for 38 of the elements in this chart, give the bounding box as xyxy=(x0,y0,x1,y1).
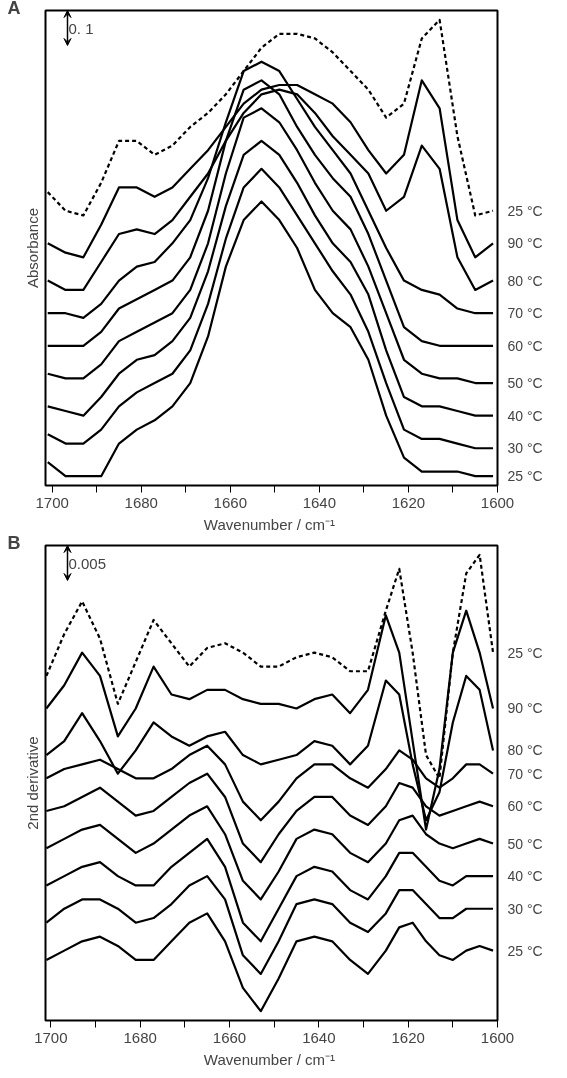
x-tick-label: 1700 xyxy=(35,493,69,511)
series-label: 70 °C xyxy=(507,305,543,322)
x-tick-label: 1640 xyxy=(302,493,337,511)
series-label: 50 °C xyxy=(507,375,543,392)
x-tick-label: 1660 xyxy=(213,493,247,511)
series-label: 90 °C xyxy=(507,700,543,717)
series-label: 50 °C xyxy=(507,835,543,852)
series-label: 60 °C xyxy=(507,798,543,815)
series-label: 30 °C xyxy=(507,440,543,457)
x-tick-label: 1640 xyxy=(302,1028,336,1046)
x-axis-title: Wavenumber / cm⁻¹ xyxy=(203,1050,335,1068)
x-tick-label: 1600 xyxy=(480,493,515,511)
x-tick-label: 1680 xyxy=(123,1028,157,1046)
annotation: 0. 1 xyxy=(68,20,94,37)
x-tick-label: 1700 xyxy=(34,1028,68,1046)
y-axis-title: 2nd derivative xyxy=(23,736,41,830)
series-label: 25 °C xyxy=(507,202,543,219)
x-axis-title: Wavenumber / cm⁻¹ xyxy=(203,515,335,533)
x-tick-label: 1620 xyxy=(391,493,426,511)
x-tick-label: 1620 xyxy=(391,1028,425,1046)
chart-title: B xyxy=(7,532,21,553)
chart-title: A xyxy=(7,0,21,18)
series-label: 80 °C xyxy=(507,742,543,759)
x-tick-label: 1660 xyxy=(212,1028,247,1046)
y-axis-title: Absorbance xyxy=(23,207,41,289)
series-label: 60 °C xyxy=(507,337,543,354)
series-label: 25 °C xyxy=(507,644,543,661)
series-label: 40 °C xyxy=(507,868,543,885)
series-label: 70 °C xyxy=(507,765,543,782)
series-label: 90 °C xyxy=(507,235,543,252)
series-label: 80 °C xyxy=(507,272,543,289)
annotation: 0.005 xyxy=(68,554,107,572)
series-label: 30 °C xyxy=(507,900,543,917)
series-label: 40 °C xyxy=(507,407,543,424)
x-tick-label: 1600 xyxy=(480,1028,515,1046)
series-label: 25 °C xyxy=(507,468,543,485)
series-label: 25 °C xyxy=(507,942,543,959)
x-tick-label: 1680 xyxy=(124,493,158,511)
